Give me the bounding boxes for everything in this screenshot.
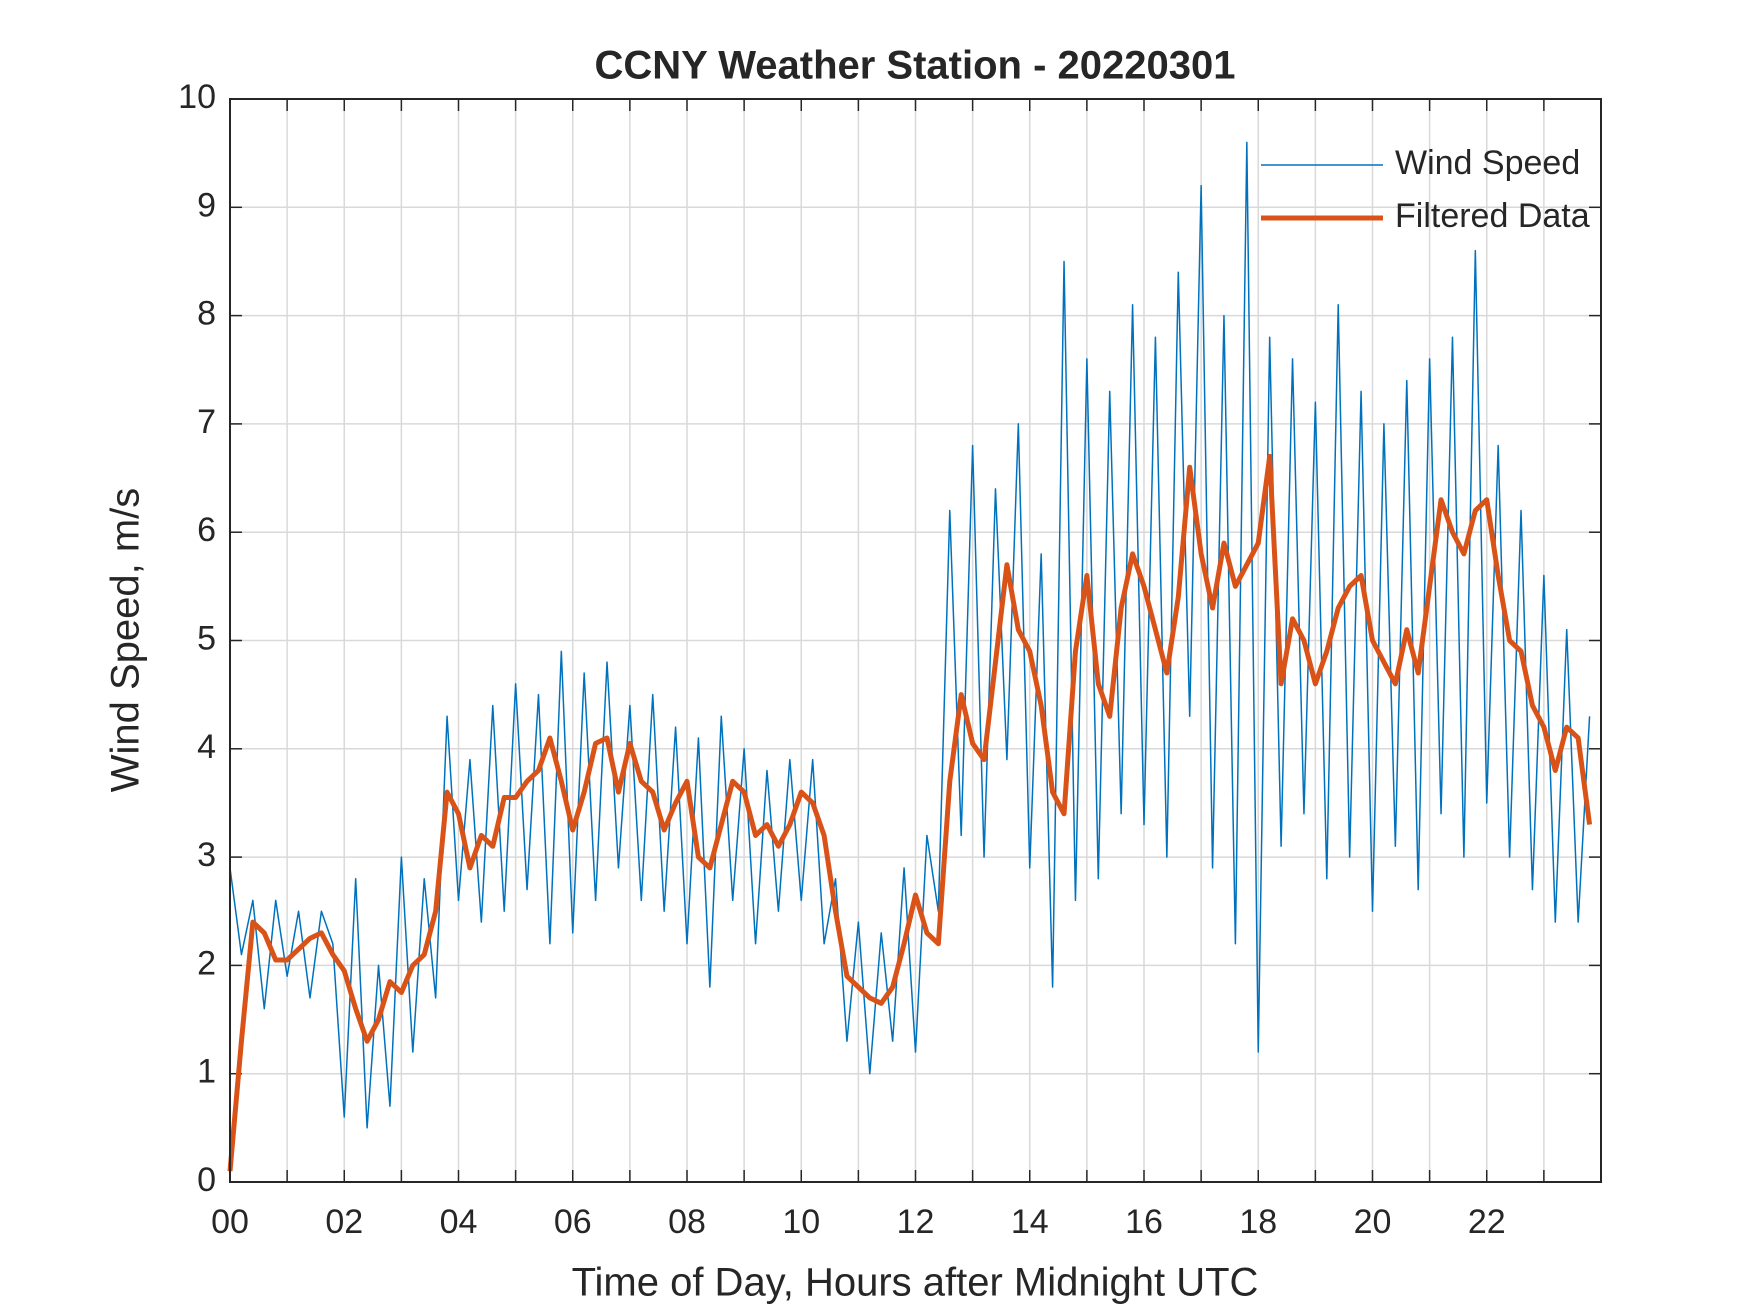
x-tick-label: 06 [554,1203,592,1241]
y-tick-label: 7 [197,403,216,441]
data-line [229,141,1591,1129]
legend-label: Filtered Data [1395,197,1590,235]
y-axis-label: Wind Speed, m/s [104,488,148,793]
data-line [227,453,1593,1172]
x-tick-label: 02 [325,1203,363,1241]
x-tick-label: 04 [440,1203,478,1241]
x-tick-label: 00 [211,1203,249,1241]
legend-label: Wind Speed [1395,144,1580,182]
y-tick-label: 5 [197,619,216,657]
y-tick-label: 1 [197,1053,216,1091]
x-tick-label: 10 [782,1203,820,1241]
y-tick-label: 3 [197,836,216,874]
y-tick-label: 4 [197,728,216,766]
y-tick-label: 8 [197,295,216,333]
x-tick-label: 14 [1011,1203,1049,1241]
x-tick-label: 08 [668,1203,706,1241]
y-tick-label: 10 [178,78,216,116]
plot-frame [229,98,1602,1183]
x-tick-label: 12 [897,1203,935,1241]
x-tick-label: 20 [1354,1203,1392,1241]
y-tick-label: 6 [197,511,216,549]
y-tick-label: 2 [197,944,216,982]
y-tick-label: 9 [197,186,216,224]
x-axis-label: Time of Day, Hours after Midnight UTC [572,1261,1259,1305]
y-tick-label: 0 [197,1161,216,1199]
chart-title: CCNY Weather Station - 20220301 [595,44,1236,88]
x-tick-label: 18 [1239,1203,1277,1241]
x-tick-label: 16 [1125,1203,1163,1241]
x-tick-label: 22 [1468,1203,1506,1241]
